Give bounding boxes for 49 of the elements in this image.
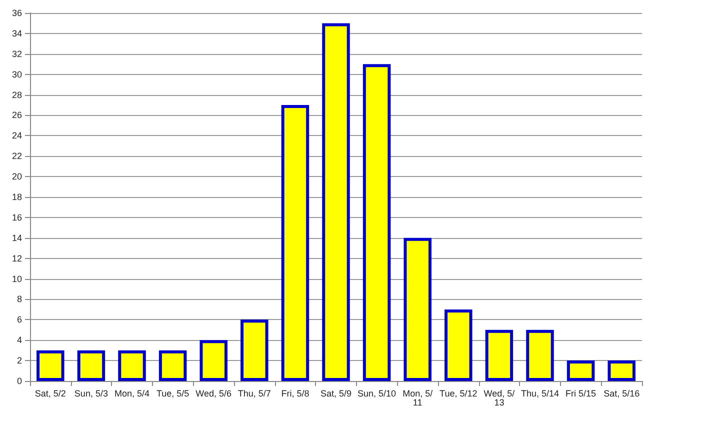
- x-tick-label: Fri, 5/8: [281, 388, 310, 398]
- y-tick-label: 10: [12, 274, 22, 284]
- x-tick-label: Tue, 5/12: [440, 388, 478, 398]
- bar: [566, 360, 595, 381]
- y-tick-label: 12: [12, 253, 22, 264]
- x-tick-label: Mon, 5/11: [402, 388, 434, 408]
- bar: [281, 105, 310, 381]
- y-tick-label: 32: [12, 48, 22, 59]
- x-tick-label: Wed, 5/6: [196, 388, 232, 398]
- x-tick-label: Tue, 5/5: [156, 388, 190, 398]
- bar: [240, 320, 268, 381]
- y-tick-label: 4: [16, 335, 22, 346]
- y-tick-label: 16: [12, 212, 22, 222]
- y-tick-label: 34: [12, 28, 22, 38]
- bar: [362, 64, 391, 381]
- bar: [444, 309, 472, 381]
- x-tick-label: Mon, 5/4: [114, 388, 150, 398]
- y-tick-label: 18: [12, 192, 22, 202]
- y-tick-label: 6: [16, 314, 22, 325]
- bar: [322, 23, 350, 381]
- bar: [36, 350, 64, 381]
- x-tick-label: Sun, 5/10: [358, 388, 396, 398]
- bar: [404, 238, 432, 381]
- bar: [200, 340, 228, 381]
- x-tick-label: Sat, 5/9: [320, 388, 352, 398]
- y-tick-label: 0: [16, 376, 22, 386]
- y-tick-label: 20: [12, 172, 22, 182]
- bar: [77, 350, 106, 381]
- x-tick-label: Thu, 5/14: [520, 388, 560, 398]
- y-tick-label: 24: [12, 130, 22, 141]
- bar: [526, 330, 554, 381]
- x-tick-label: Thu, 5/7: [238, 388, 271, 398]
- x-tick-label: Sat, 5/2: [34, 388, 66, 398]
- y-tick-label: 2: [16, 356, 22, 366]
- y-tick-label: 36: [12, 8, 22, 18]
- y-tick-label: 14: [12, 232, 22, 243]
- y-tick-label: 28: [12, 90, 22, 100]
- y-tick-label: 22: [12, 151, 22, 162]
- y-tick-label: 26: [12, 110, 22, 120]
- x-tick-label: Wed, 5/13: [484, 388, 516, 408]
- bar: [118, 350, 146, 381]
- y-tick-label: 8: [16, 294, 22, 304]
- bar: [158, 350, 187, 381]
- bar: [608, 360, 636, 381]
- y-tick-label: 30: [12, 69, 22, 80]
- bar: [485, 330, 514, 381]
- x-tick-label: Fri 5/15: [566, 388, 596, 398]
- x-tick-label: Sat, 5/16: [604, 388, 640, 398]
- x-tick-label: Sun, 5/3: [74, 388, 108, 398]
